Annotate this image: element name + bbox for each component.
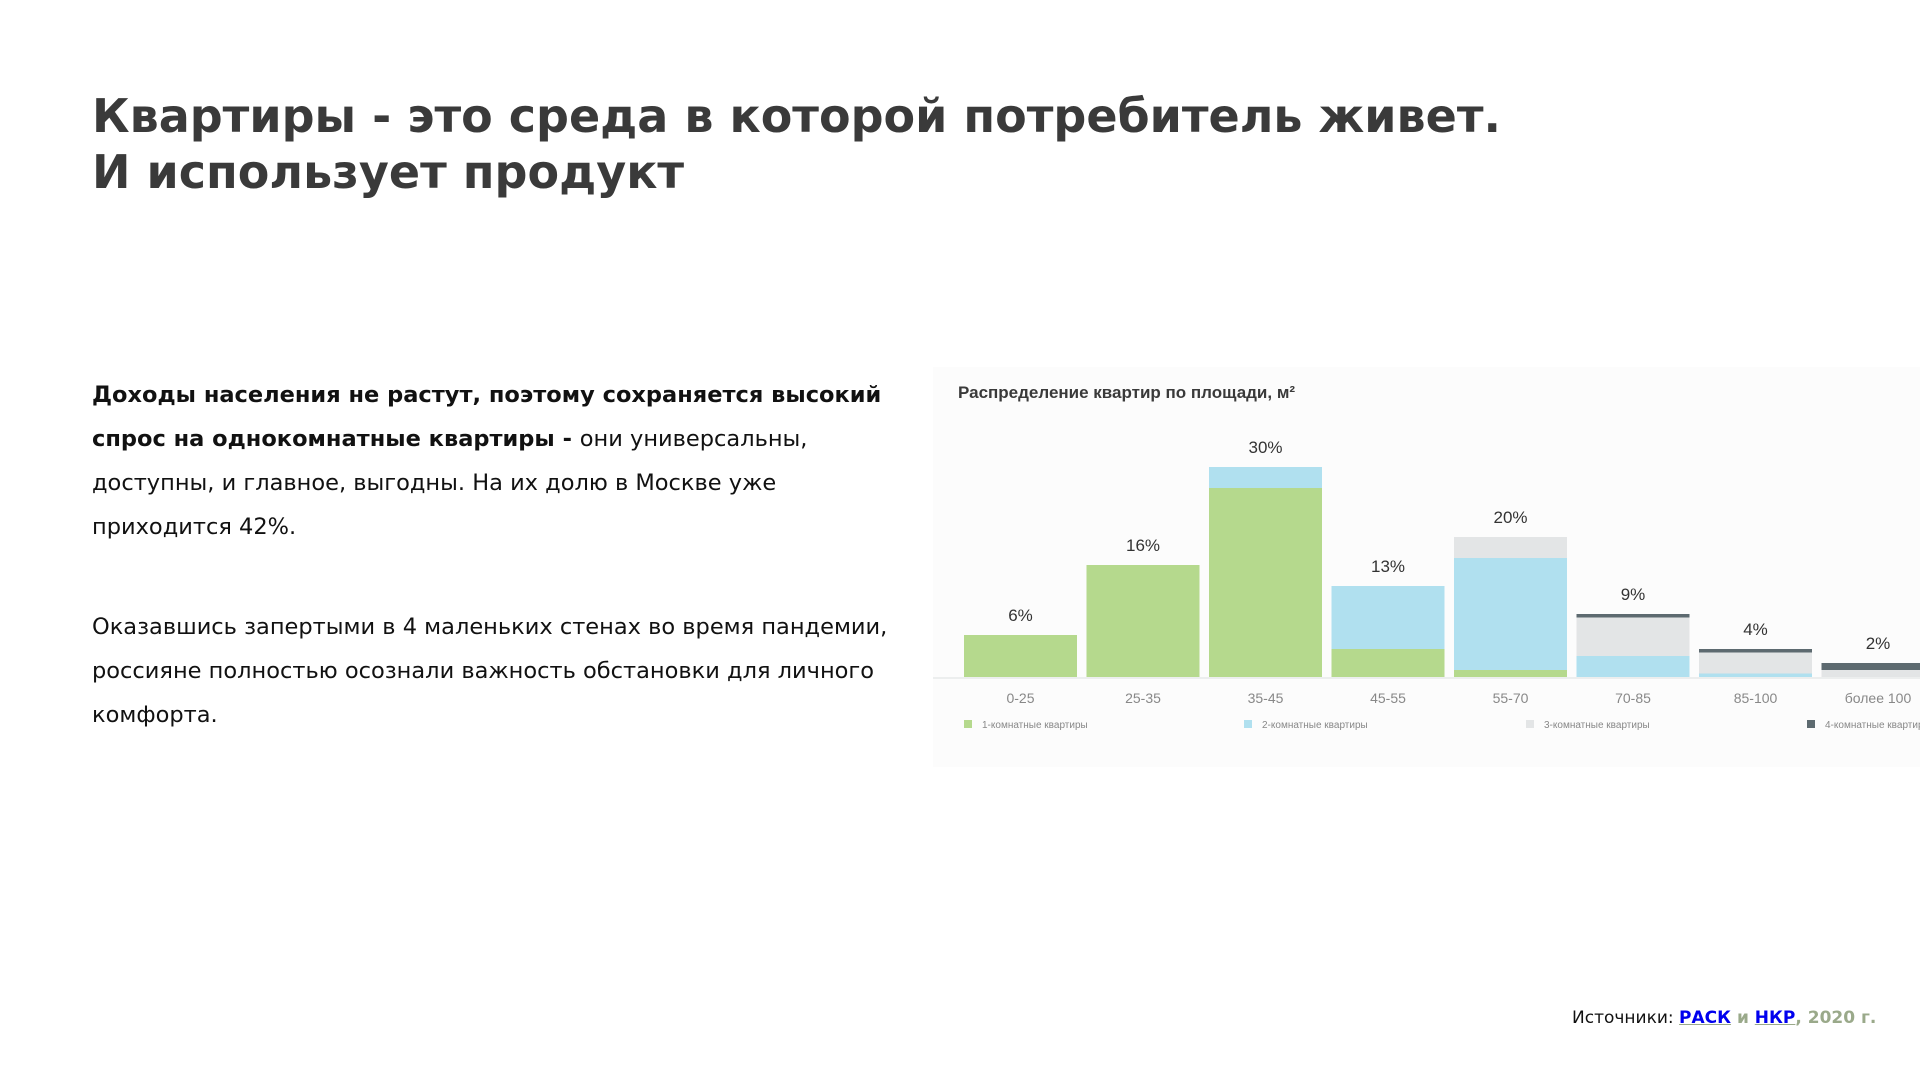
legend-swatch <box>1807 720 1815 728</box>
bar-total-label: 30% <box>1248 438 1282 457</box>
bar-segment-35-45-1 <box>1209 488 1322 677</box>
bar-segment-35-45-2 <box>1209 467 1322 488</box>
paragraph-income-text: они универсальны, доступны, и главное, в… <box>92 426 808 540</box>
bar-segment-85-100-3 <box>1699 652 1812 674</box>
bar-total-label: 4% <box>1743 620 1768 639</box>
bar-segment-45-55-1 <box>1331 649 1445 677</box>
chart-svg: Распределение квартир по площади, м² 6% 0… <box>933 383 1920 731</box>
bar-total-label: 2% <box>1866 634 1891 653</box>
sources: Источники: РАСК и НКР, 2020 г. <box>1572 1008 1876 1028</box>
chart-title: Распределение квартир по площади, м² <box>958 383 1295 402</box>
bar-segment-более 100-3 <box>1821 670 1920 677</box>
x-tick-label: 0-25 <box>1006 690 1034 706</box>
source-link-nkr[interactable]: НКР <box>1754 1008 1796 1028</box>
bar-segment-70-85-3 <box>1576 617 1690 656</box>
paragraph-pandemic: Оказавшись запертыми в 4 маленьких стена… <box>92 614 888 728</box>
bar-segment-более 100-4 <box>1821 663 1920 670</box>
bar-total-label: 6% <box>1008 606 1033 625</box>
bar-segment-85-100-4 <box>1699 649 1812 653</box>
legend-label: 2-комнатные квартиры <box>1262 720 1368 731</box>
bar-total-label: 16% <box>1126 536 1160 555</box>
bar-segment-85-100-2 <box>1699 673 1812 677</box>
sources-label: Источники: <box>1572 1008 1680 1028</box>
x-tick-label: 45-55 <box>1370 690 1406 706</box>
bar-segment-55-70-3 <box>1454 537 1567 558</box>
title-line-1: Квартиры - это среда в которой потребите… <box>92 89 1501 143</box>
source-link-rask[interactable]: РАСК <box>1679 1008 1732 1028</box>
bar-segment-0-25-1 <box>964 635 1077 677</box>
x-tick-label: 55-70 <box>1493 690 1529 706</box>
legend-label: 1-комнатные квартиры <box>982 720 1088 731</box>
paragraph-income-bold: Доходы населения не растут, поэтому сохр… <box>92 382 882 452</box>
x-tick-label: 25-35 <box>1125 690 1161 706</box>
x-tick-label: более 100 <box>1845 690 1912 706</box>
x-tick-label: 85-100 <box>1734 690 1778 706</box>
bar-segment-70-85-2 <box>1576 656 1690 677</box>
bar-segment-45-55-2 <box>1331 586 1445 649</box>
x-tick-label: 70-85 <box>1615 690 1651 706</box>
legend-label: 3-комнатные квартиры <box>1544 720 1650 731</box>
sources-year: , 2020 г. <box>1795 1008 1877 1028</box>
bar-total-label: 20% <box>1493 508 1527 527</box>
title-line-2: И использует продукт <box>92 145 685 199</box>
legend-swatch <box>964 720 972 728</box>
legend-swatch <box>1526 720 1534 728</box>
legend-label: 4-комнатные квартиры <box>1825 720 1920 731</box>
bar-total-label: 9% <box>1621 585 1646 604</box>
bar-total-label: 13% <box>1371 557 1405 576</box>
bar-segment-70-85-4 <box>1576 614 1690 618</box>
x-tick-label: 35-45 <box>1248 690 1284 706</box>
bar-segment-25-35-1 <box>1086 565 1200 677</box>
sources-separator: и <box>1731 1008 1755 1028</box>
page-title: Квартиры - это среда в которой потребите… <box>92 88 1501 200</box>
bar-segment-55-70-1 <box>1454 670 1567 677</box>
area-distribution-chart: Распределение квартир по площади, м² 6% 0… <box>933 367 1920 767</box>
bar-segment-55-70-2 <box>1454 558 1567 670</box>
paragraph-income: Доходы населения не растут, поэтому сохр… <box>92 373 912 549</box>
legend-swatch <box>1244 720 1252 728</box>
